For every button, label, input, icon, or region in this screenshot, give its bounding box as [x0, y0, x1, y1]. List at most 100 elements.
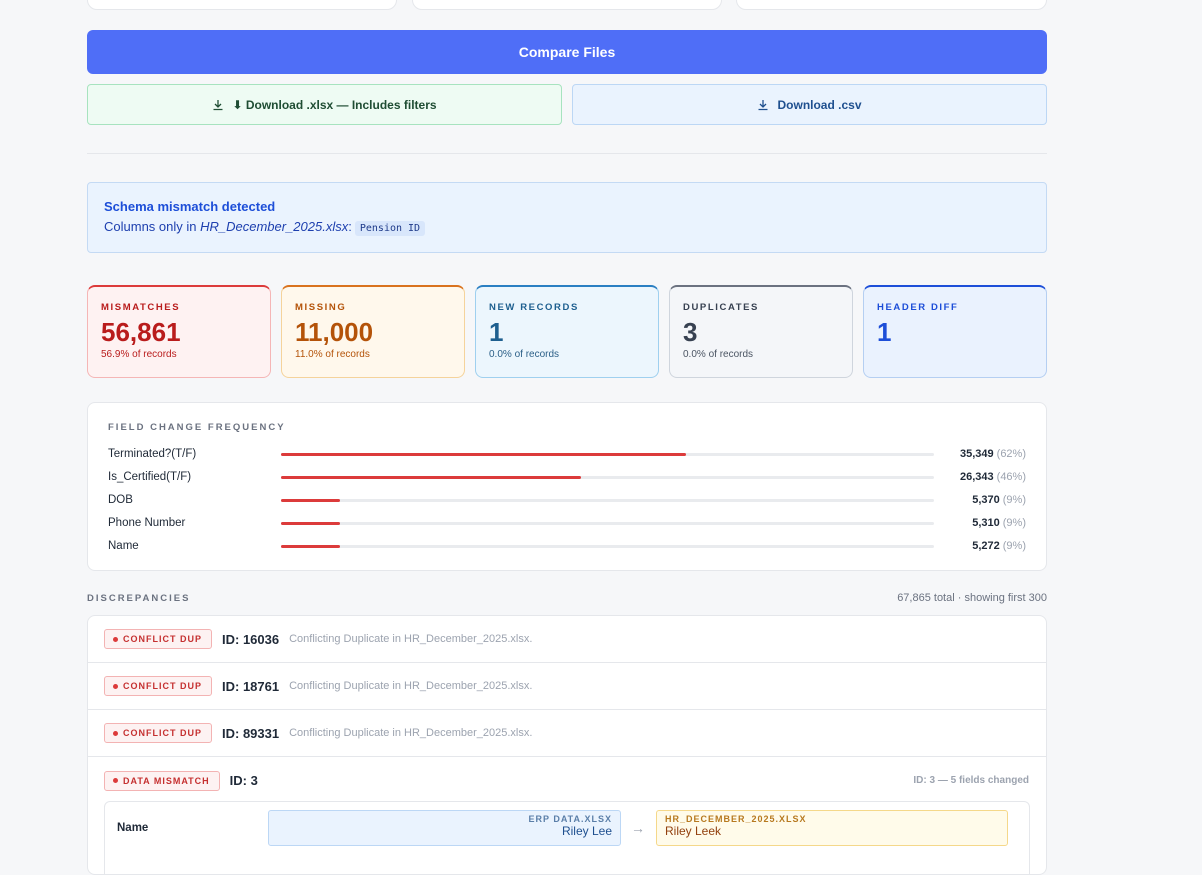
freq-pct: (46%) — [996, 471, 1026, 483]
data-mismatch-badge: DATA MISMATCH — [104, 770, 220, 791]
freq-bar-fill — [281, 475, 582, 479]
download-xlsx-label: ⬇ Download .xlsx — Includes filters — [232, 97, 437, 112]
stat-sub: 11.0% of records — [295, 349, 370, 360]
discrepancy-row[interactable]: CONFLICT DUP ID: 16036 Conflicting Dupli… — [88, 616, 1046, 663]
schema-alert-title: Schema mismatch detected — [104, 199, 276, 214]
left-file-caption: ERP DATA.XLSX — [528, 814, 612, 824]
stat-value: 56,861 — [101, 317, 181, 347]
file-card-3[interactable] — [736, 0, 1047, 10]
freq-row: Name 5,272 (9%) — [108, 538, 1026, 554]
download-csv-label: Download .csv — [777, 97, 862, 112]
freq-bar-fill — [281, 498, 340, 502]
record-description: Conflicting Duplicate in HR_December_202… — [289, 680, 533, 692]
compare-files-button[interactable]: Compare Files — [87, 30, 1047, 74]
stat-label: HEADER DIFF — [877, 302, 959, 313]
dot-icon — [113, 730, 118, 736]
fields-changed-summary: ID: 3 — 5 fields changed — [913, 775, 1029, 786]
freq-count: 5,310 — [972, 517, 1000, 529]
freq-pct: (9%) — [1002, 540, 1026, 552]
freq-bar-fill — [281, 544, 340, 548]
left-value: Riley Lee — [561, 824, 612, 838]
dot-icon — [113, 683, 118, 689]
freq-bar-fill — [281, 452, 686, 456]
stat-sub: 0.0% of records — [489, 349, 560, 360]
stat-sub: 0.0% of records — [683, 349, 754, 360]
freq-value: 5,272 (9%) — [934, 540, 1026, 552]
stat-card-header-diff[interactable]: HEADER DIFF 1 — [863, 285, 1047, 378]
freq-pct: (62%) — [996, 448, 1026, 460]
discrepancy-row[interactable]: DATA MISMATCH ID: 3 ID: 3 — 5 fields cha… — [88, 757, 1046, 804]
freq-bar-track — [281, 498, 934, 502]
record-description: Conflicting Duplicate in HR_December_202… — [289, 727, 533, 739]
download-icon — [213, 99, 223, 110]
stat-value: 1 — [489, 317, 504, 347]
stat-card-missing[interactable]: MISSING 11,000 11.0% of records — [281, 285, 465, 378]
schema-column-code: Pension ID — [354, 221, 426, 236]
record-id: ID: 89331 — [222, 725, 280, 741]
dot-icon — [113, 778, 118, 783]
schema-alert-message: Columns only in HR_December_2025.xlsx: Pe… — [104, 219, 1030, 236]
right-value: Riley Leek — [665, 824, 722, 838]
divider — [87, 153, 1047, 154]
discrepancies-title: DISCREPANCIES — [87, 592, 191, 604]
freq-bar-track — [281, 544, 934, 548]
freq-value: 35,349 (62%) — [934, 448, 1026, 460]
badge-label: CONFLICT DUP — [123, 681, 202, 691]
freq-field-name: DOB — [108, 494, 133, 506]
stat-label: MISMATCHES — [101, 302, 181, 313]
field-change-frequency-panel: FIELD CHANGE FREQUENCY Terminated?(T/F) … — [87, 402, 1047, 571]
file-upload-cards — [87, 0, 1047, 10]
freq-field-name: Terminated?(T/F) — [108, 448, 197, 460]
freq-row: DOB 5,370 (9%) — [108, 492, 1026, 508]
download-csv-button[interactable]: Download .csv — [572, 84, 1047, 125]
file-card-1[interactable] — [87, 0, 397, 10]
stat-card-mismatches[interactable]: MISMATCHES 56,861 56.9% of records — [87, 285, 271, 378]
discrepancy-row[interactable]: CONFLICT DUP ID: 89331 Conflicting Dupli… — [88, 710, 1046, 757]
discrepancy-row[interactable]: CONFLICT DUP ID: 18761 Conflicting Dupli… — [88, 663, 1046, 710]
badge-label: CONFLICT DUP — [123, 634, 202, 644]
record-description: Conflicting Duplicate in HR_December_202… — [289, 633, 533, 645]
conflict-dup-badge: CONFLICT DUP — [104, 723, 212, 743]
panel-title: FIELD CHANGE FREQUENCY — [108, 422, 286, 433]
badge-label: CONFLICT DUP — [123, 728, 202, 738]
download-icon — [758, 99, 768, 110]
file-card-2[interactable] — [412, 0, 722, 10]
freq-row: Phone Number 5,310 (9%) — [108, 515, 1026, 531]
discrepancies-header: DISCREPANCIES 67,865 total · showing fir… — [87, 592, 1047, 604]
download-xlsx-button[interactable]: ⬇ Download .xlsx — Includes filters — [87, 84, 562, 125]
freq-pct: (9%) — [1002, 517, 1026, 529]
freq-bar-track — [281, 521, 934, 525]
freq-field-name: Is_Certified(T/F) — [108, 471, 192, 483]
stat-label: DUPLICATES — [683, 302, 759, 313]
detail-field-name: Name — [117, 822, 149, 834]
record-id: ID: 16036 — [222, 631, 280, 647]
freq-count: 5,272 — [972, 540, 1000, 552]
right-value-box: HR_DECEMBER_2025.XLSX Riley Leek — [656, 810, 1008, 846]
discrepancies-count: 67,865 total · showing first 300 — [897, 592, 1047, 604]
arrow-right-icon: → — [631, 820, 645, 836]
schema-suffix: : — [348, 219, 352, 234]
freq-count: 5,370 — [972, 494, 1000, 506]
stat-sub: 56.9% of records — [101, 349, 177, 360]
right-file-caption: HR_DECEMBER_2025.XLSX — [665, 814, 807, 824]
stat-card-duplicates[interactable]: DUPLICATES 3 0.0% of records — [669, 285, 853, 378]
schema-file-name: HR_December_2025.xlsx — [200, 219, 349, 234]
freq-count: 35,349 — [960, 448, 994, 460]
freq-count: 26,343 — [960, 471, 994, 483]
freq-bar-track — [281, 452, 934, 456]
conflict-dup-badge: CONFLICT DUP — [104, 676, 212, 696]
freq-field-name: Name — [108, 540, 139, 552]
mismatch-detail: Name ERP DATA.XLSX Riley Lee → HR_DECEMB… — [104, 801, 1030, 874]
stat-value: 3 — [683, 317, 698, 347]
discrepancies-list: CONFLICT DUP ID: 16036 Conflicting Dupli… — [87, 615, 1047, 875]
stat-card-new-records[interactable]: NEW RECORDS 1 0.0% of records — [475, 285, 659, 378]
record-id: ID: 18761 — [222, 678, 280, 694]
badge-label: DATA MISMATCH — [123, 775, 210, 786]
freq-row: Is_Certified(T/F) 26,343 (46%) — [108, 469, 1026, 485]
dot-icon — [113, 636, 118, 642]
freq-row: Terminated?(T/F) 35,349 (62%) — [108, 446, 1026, 462]
conflict-dup-badge: CONFLICT DUP — [104, 629, 212, 649]
freq-value: 5,370 (9%) — [934, 494, 1026, 506]
freq-bar-fill — [281, 521, 340, 525]
freq-field-name: Phone Number — [108, 517, 186, 529]
